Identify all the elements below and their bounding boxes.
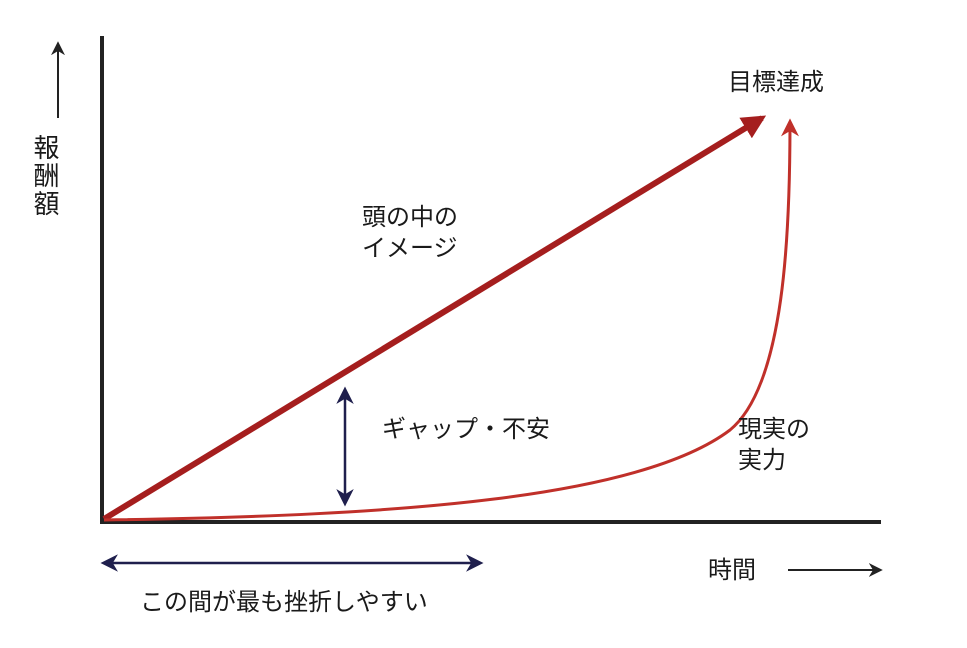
gap-label: ギャップ・不安 bbox=[382, 415, 550, 443]
image-label: イメージ bbox=[362, 234, 458, 262]
reality-curve bbox=[103, 118, 799, 522]
image-line bbox=[102, 115, 767, 522]
goal-label: 目標達成 bbox=[728, 68, 824, 96]
reality-label: 実力 bbox=[738, 446, 786, 474]
x-axis-label: 時間 bbox=[708, 556, 756, 584]
image-label: 頭の中の bbox=[362, 203, 458, 231]
reality-label: 現実の bbox=[738, 415, 810, 443]
y-axis-label: 報酬額 bbox=[29, 134, 59, 218]
period-label: この間が最も挫折しやすい bbox=[140, 588, 428, 616]
